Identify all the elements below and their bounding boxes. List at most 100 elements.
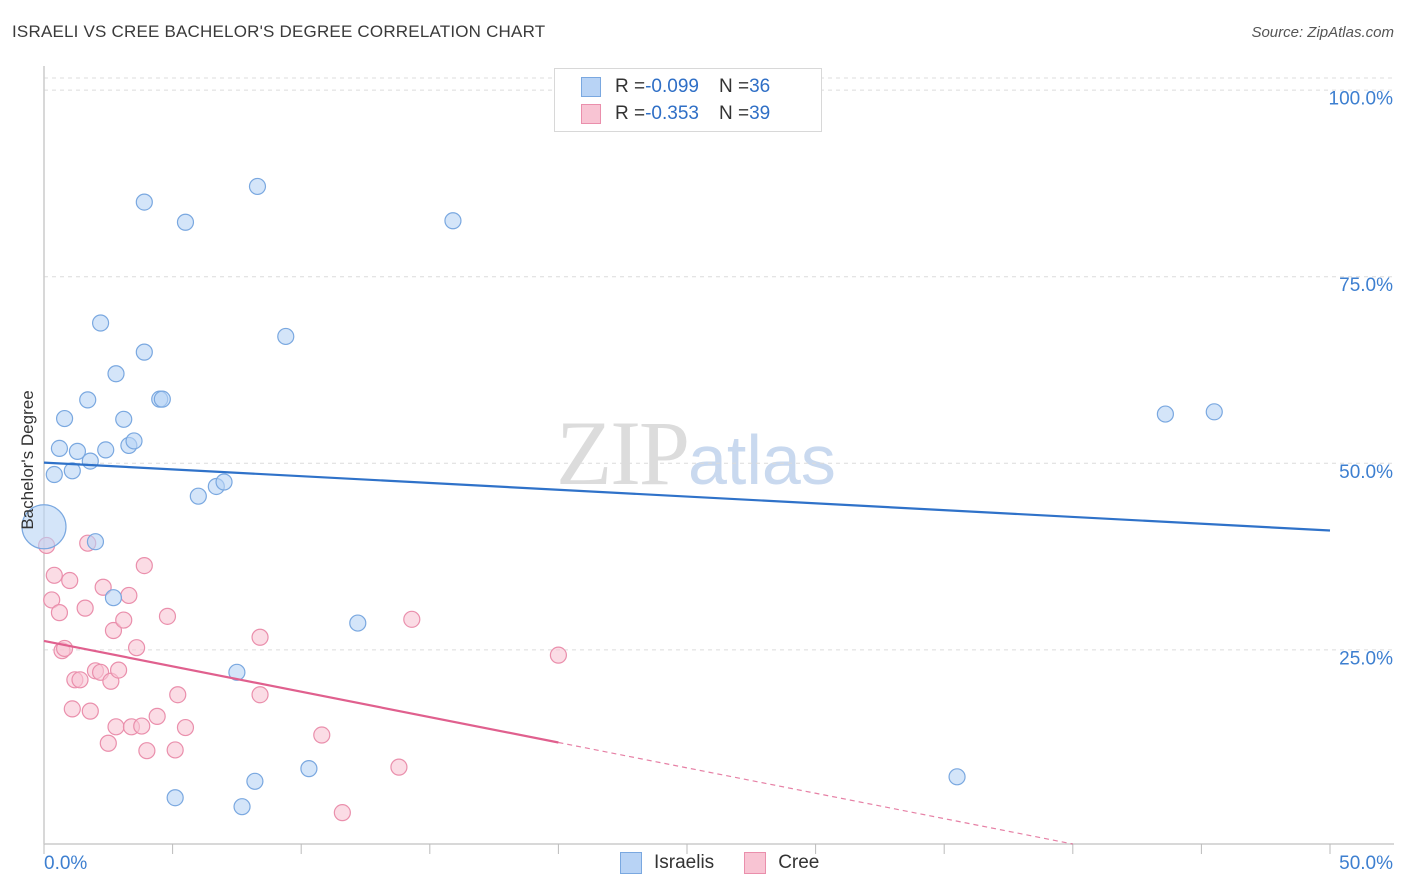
cree-point bbox=[71, 671, 89, 689]
israelis-point bbox=[444, 212, 462, 230]
y-tick-label: 50.0% bbox=[1339, 462, 1393, 483]
israelis-point bbox=[189, 487, 207, 505]
cree-point bbox=[390, 758, 408, 776]
cree-point bbox=[109, 661, 128, 679]
cree-legend-swatch bbox=[744, 852, 767, 874]
israelis-point bbox=[50, 439, 69, 458]
israelis-point bbox=[45, 465, 63, 484]
israelis-legend-label: Israelis bbox=[654, 852, 715, 873]
cree-point bbox=[115, 611, 133, 629]
cree-point bbox=[61, 571, 79, 590]
legend-item-israelis[interactable]: Israelis bbox=[620, 852, 714, 874]
legend-r-label: R = bbox=[615, 103, 646, 124]
legend-r-value: -0.353 bbox=[645, 103, 699, 124]
legend-r-label: R = bbox=[615, 76, 646, 97]
cree-point bbox=[138, 742, 156, 760]
cree-point bbox=[169, 686, 187, 704]
cree-point bbox=[251, 686, 269, 704]
israelis-swatch bbox=[581, 77, 601, 97]
israelis-point bbox=[1205, 403, 1223, 421]
cree-point bbox=[120, 586, 138, 605]
legend-row-israelis: R = -0.099 N = 36 bbox=[581, 75, 770, 99]
cree-point bbox=[127, 639, 146, 657]
israelis-point bbox=[135, 343, 153, 361]
legend-r-value: -0.099 bbox=[645, 76, 699, 97]
israelis-point bbox=[1156, 405, 1174, 423]
x-tick-label: 50.0% bbox=[1339, 853, 1393, 874]
israelis-point bbox=[948, 768, 966, 786]
cree-point bbox=[166, 741, 184, 759]
israelis-bubble bbox=[21, 504, 67, 550]
israelis-point bbox=[91, 314, 110, 332]
israelis-point bbox=[63, 462, 81, 480]
cree-point bbox=[403, 610, 421, 628]
chart-title: ISRAELI VS CREE BACHELOR'S DEGREE CORREL… bbox=[12, 22, 546, 41]
cree-point bbox=[81, 702, 99, 720]
watermark: ZIPatlas bbox=[556, 400, 836, 506]
watermark-zip: ZIP bbox=[556, 402, 690, 504]
israelis-point bbox=[97, 441, 115, 459]
israelis-point bbox=[104, 589, 123, 607]
israelis-point bbox=[349, 614, 367, 632]
cree-point bbox=[99, 734, 117, 752]
cree-point bbox=[104, 621, 123, 640]
cree-point bbox=[133, 717, 151, 735]
y-tick-label: 25.0% bbox=[1339, 648, 1393, 669]
cree-point bbox=[135, 556, 153, 575]
cree-trendline-extension bbox=[558, 741, 1073, 845]
israelis-point bbox=[107, 365, 125, 383]
cree-point bbox=[76, 599, 94, 617]
correlation-legend: R = -0.099 N = 36 R = -0.353 N = 39 bbox=[554, 68, 822, 132]
cree-point bbox=[148, 707, 166, 725]
cree-point bbox=[251, 628, 269, 646]
cree-point bbox=[313, 726, 331, 744]
israelis-point bbox=[68, 442, 87, 460]
israelis-point bbox=[166, 789, 184, 807]
cree-point bbox=[63, 700, 81, 718]
legend-n-label: N = bbox=[718, 103, 750, 124]
israelis-point bbox=[233, 798, 251, 816]
legend-row-cree: R = -0.353 N = 39 bbox=[581, 102, 770, 126]
y-tick-label: 75.0% bbox=[1339, 275, 1393, 296]
israelis-point bbox=[300, 760, 318, 778]
israelis-point bbox=[215, 473, 233, 491]
israelis-point bbox=[81, 452, 99, 470]
israelis-point bbox=[246, 772, 264, 790]
cree-point bbox=[176, 718, 195, 737]
series-legend: Israelis Cree bbox=[620, 852, 849, 874]
cree-point bbox=[158, 607, 177, 625]
cree-swatch bbox=[581, 104, 601, 124]
legend-item-cree[interactable]: Cree bbox=[744, 852, 819, 874]
cree-point bbox=[43, 591, 61, 609]
cree-point bbox=[107, 718, 125, 736]
israelis-point bbox=[55, 409, 74, 428]
legend-n-value: 39 bbox=[749, 103, 771, 124]
israelis-point bbox=[125, 432, 143, 450]
israelis-point bbox=[79, 391, 97, 409]
cree-point bbox=[333, 804, 351, 822]
x-tick-label: 0.0% bbox=[44, 853, 87, 874]
source-label: Source: ZipAtlas.com bbox=[1251, 24, 1394, 41]
y-axis-label: Bachelor's Degree bbox=[18, 390, 37, 530]
watermark-atlas: atlas bbox=[688, 421, 836, 499]
cree-point bbox=[45, 566, 63, 584]
israelis-point bbox=[228, 663, 246, 681]
cree-point bbox=[50, 604, 69, 622]
legend-n-value: 36 bbox=[749, 76, 771, 97]
israelis-legend-swatch bbox=[620, 852, 642, 874]
israelis-point bbox=[277, 327, 295, 346]
israelis-point bbox=[135, 193, 153, 211]
israelis-point bbox=[115, 410, 133, 428]
israelis-point bbox=[176, 213, 195, 231]
israelis-point bbox=[153, 390, 171, 408]
israelis-trendline bbox=[43, 461, 1331, 532]
cree-point bbox=[549, 646, 568, 664]
israelis-point bbox=[248, 177, 267, 196]
legend-n-label: N = bbox=[718, 76, 750, 97]
cree-point bbox=[94, 578, 112, 596]
cree-trendline bbox=[43, 639, 559, 744]
cree-legend-label: Cree bbox=[778, 852, 820, 873]
y-tick-label: 100.0% bbox=[1329, 89, 1394, 110]
israelis-point bbox=[86, 533, 105, 551]
